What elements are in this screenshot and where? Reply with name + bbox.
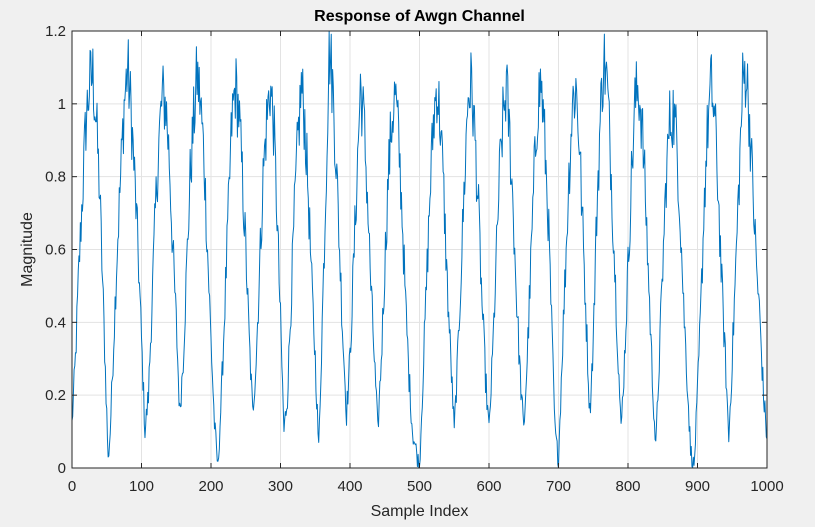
y-tick-label: 1: [58, 96, 66, 113]
y-tick-label: 1.2: [45, 23, 66, 40]
ticks: 0 100 200 300 400 500 600 700 800 900 1000 0 0.2 0.4 0…: [45, 23, 784, 495]
y-axis-label: Magnitude: [19, 212, 36, 287]
x-tick-label: 300: [268, 478, 293, 495]
x-tick-label: 1000: [750, 478, 783, 495]
x-tick-label: 800: [615, 478, 640, 495]
x-tick-label: 0: [68, 478, 76, 495]
x-tick-label: 400: [337, 478, 362, 495]
x-tick-label: 700: [546, 478, 571, 495]
y-tick-label: 0.4: [45, 314, 66, 331]
x-tick-label: 600: [476, 478, 501, 495]
x-tick-label: 200: [198, 478, 223, 495]
x-axis-label: Sample Index: [371, 503, 469, 520]
chart-title: Response of Awgn Channel: [314, 8, 525, 25]
x-tick-label: 100: [129, 478, 154, 495]
y-tick-label: 0.8: [45, 169, 66, 186]
x-tick-label: 900: [685, 478, 710, 495]
y-tick-label: 0.6: [45, 242, 66, 259]
y-tick-label: 0.2: [45, 387, 66, 404]
y-tick-label: 0: [58, 460, 66, 477]
x-tick-label: 500: [407, 478, 432, 495]
